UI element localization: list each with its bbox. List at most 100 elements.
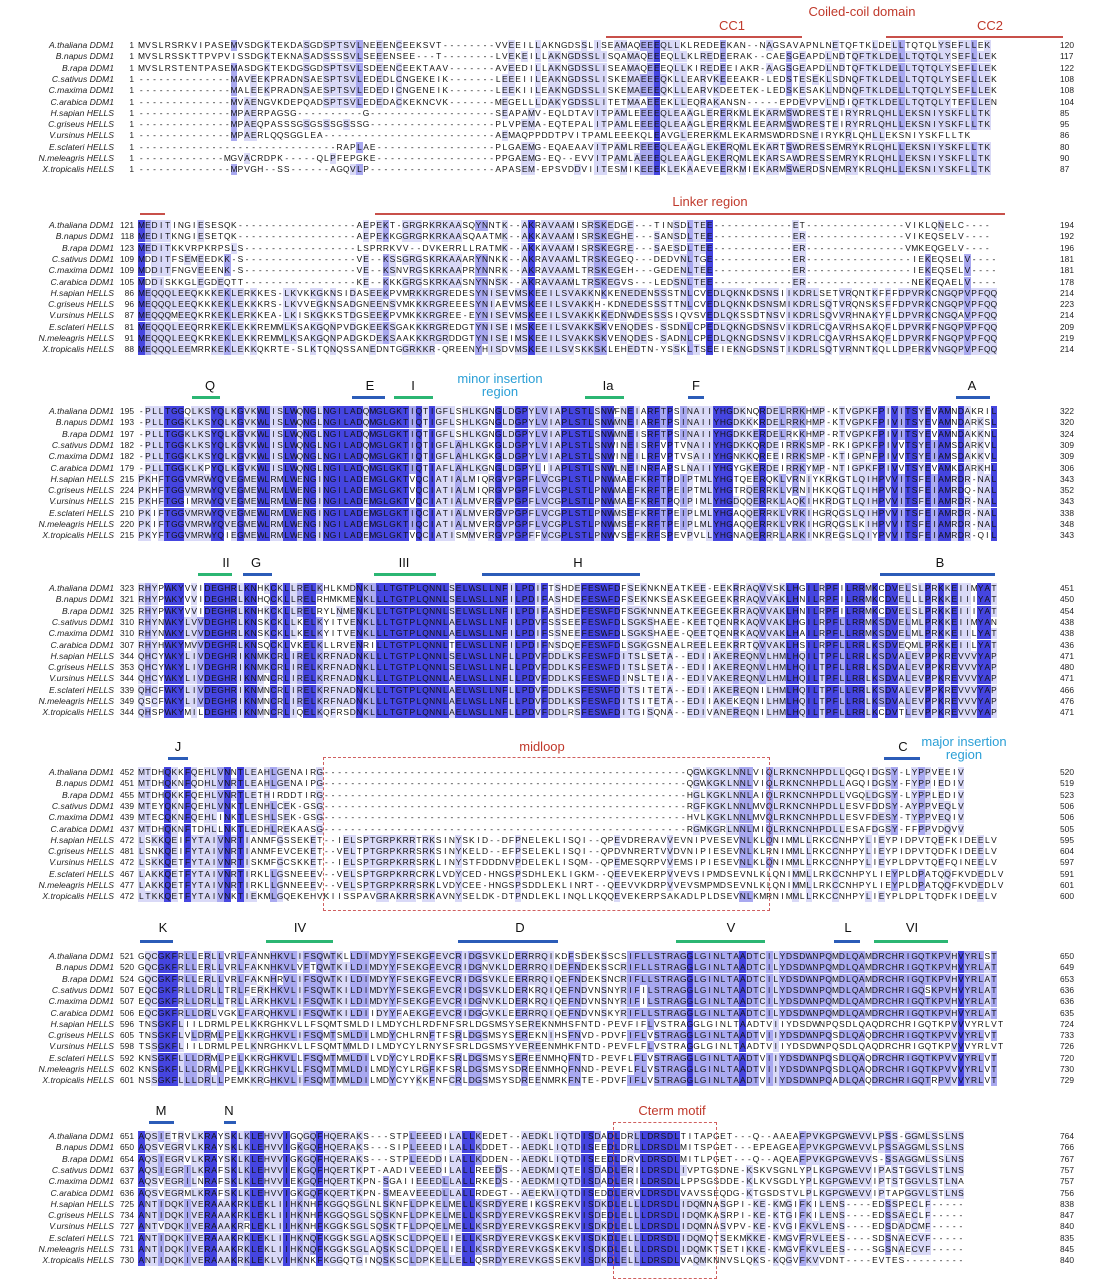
species-label: A.thaliana DDM1: [49, 220, 114, 230]
domain-label: Linker region: [672, 194, 748, 209]
domain-label: Cterm motif: [638, 1103, 706, 1118]
alignment-row: C.griseus HELLS 1 - - - - - - - - - - - - - - M P A E Q P A S S S…: [0, 119, 1096, 131]
end-position: 343: [1060, 496, 1074, 507]
end-position: 838: [1060, 1198, 1074, 1209]
alignment-row: C.sativus DDM1 1 - - - - - - - - - - - - - - M A V E E K P R A D N…: [0, 73, 1096, 85]
start-position: 601: [120, 1075, 134, 1086]
end-position: 108: [1060, 73, 1074, 84]
start-position: 109: [120, 265, 134, 276]
end-position: 80: [1060, 141, 1070, 152]
start-position: 598: [120, 1041, 134, 1052]
end-position: 520: [1060, 767, 1074, 777]
start-position: 727: [120, 1221, 134, 1232]
end-position: 756: [1060, 1187, 1074, 1198]
species-label: N.meleagris HELLS: [38, 519, 114, 529]
start-position: 654: [120, 1153, 134, 1164]
end-position: 343: [1060, 473, 1074, 484]
start-position: 210: [120, 507, 134, 518]
domain-label: V: [726, 920, 736, 935]
species-label: C.sativus DDM1: [51, 616, 114, 627]
species-label: H.sapian HELLS: [50, 473, 114, 484]
end-position: 845: [1060, 1244, 1074, 1254]
end-position: 724: [1060, 1018, 1074, 1029]
species-label: C.maxima DDM1: [48, 996, 114, 1007]
alignment-row: N.meleagris HELLS 602 K N S G K F L L L D R M L P E L K K R G…: [0, 1064, 1096, 1075]
start-position: 224: [120, 485, 134, 496]
alignment-row: B.rapa DDM1 123 M E D I T K K V R P K R P S L S - - - - - - - - - -…: [0, 242, 1096, 254]
alignment-row: A.thaliana DDM1 651 A Q S I E T R V L K R A Y S K L K L E H V V…: [0, 1131, 1096, 1142]
end-position: 730: [1060, 1064, 1074, 1074]
domain-label: G: [250, 555, 262, 570]
end-position: 757: [1060, 1176, 1074, 1187]
start-position: 1: [129, 153, 134, 163]
start-position: 310: [120, 628, 134, 639]
domain-label: J: [174, 739, 182, 754]
end-position: 767: [1060, 1153, 1074, 1164]
species-label: N.meleagris HELLS: [38, 1244, 114, 1254]
alignment-row: X.tropicalis HELLS 215 P K Y F T G G V M R W Y Q I E G M E W…: [0, 530, 1096, 542]
end-position: 480: [1060, 662, 1074, 673]
end-position: 343: [1060, 530, 1074, 541]
alignment-row: B.rapa DDM1 197 - P L L T G G K L K S Y Q L K G V K W L I S L W Q N…: [0, 428, 1096, 440]
domain-label: III: [398, 555, 410, 570]
end-position: 438: [1060, 616, 1074, 627]
alignment-row: N.meleagris HELLS 477 L A K K Q E T F Y T A I V N R T I R K L…: [0, 880, 1096, 891]
start-position: 1: [129, 164, 134, 175]
alignment-row: C.arabica DDM1 1 - - - - - - - - - - - - - - M V A E N G V K D E P…: [0, 96, 1096, 108]
alignment-row: N.meleagris HELLS 349 Q S C F W K Y L I V D E G H R I K N M N…: [0, 696, 1096, 707]
start-position: 195: [120, 406, 134, 416]
end-position: 471: [1060, 673, 1074, 684]
species-label: H.sapian HELLS: [50, 1018, 114, 1029]
end-position: 733: [1060, 1030, 1074, 1041]
alignment-row: H.sapian HELLS 725 A N T I D Q K I V E R A A A K R K L E K L I I…: [0, 1198, 1096, 1210]
end-position: 649: [1060, 962, 1074, 973]
domain-label: Coiled-coil domain: [808, 4, 916, 19]
start-position: 605: [120, 1030, 134, 1041]
species-label: C.arabica DDM1: [50, 276, 114, 287]
species-label: B.rapa DDM1: [61, 242, 114, 253]
start-position: 91: [124, 333, 134, 343]
alignment-row: E.sclateri HELLS 81 M E Q Q Q L E E Q R R K E K L E K K R E M M…: [0, 321, 1096, 333]
species-label: C.arabica DDM1: [50, 462, 114, 473]
species-label: A.thaliana DDM1: [49, 406, 114, 416]
alignment-row: C.griseus HELLS 353 Q H C Y W K Y L I V D E G H R I K N M K C R…: [0, 662, 1096, 674]
domain-label: F: [692, 378, 700, 393]
end-position: 87: [1060, 164, 1070, 175]
domain-label: Ia: [602, 378, 614, 393]
alignment-row: V.ursinus HELLS 215 P K H F T G G I M R W Y Q V E G M E W L R M…: [0, 496, 1096, 508]
start-position: 109: [120, 253, 134, 264]
end-position: 181: [1060, 253, 1074, 264]
alignment-row: X.tropicalis HELLS 344 Q H S P W K Y M I L D E G H R I K N M…: [0, 707, 1096, 719]
alignment-row: A.thaliana DDM1 195 - P L L T G G Q L K S Y Q L K G V K W L I S…: [0, 406, 1096, 417]
alignment-row: C.sativus DDM1 109 M D D I T F S E M E E D K K - S - - - - - - -…: [0, 253, 1096, 265]
start-position: 650: [120, 1142, 134, 1153]
species-label: B.rapa DDM1: [61, 789, 114, 800]
end-position: 352: [1060, 485, 1074, 496]
start-position: 1: [129, 141, 134, 152]
species-label: C.sativus DDM1: [51, 73, 114, 84]
species-label: X.tropicalis HELLS: [42, 891, 114, 902]
end-position: 597: [1060, 857, 1074, 868]
start-position: 179: [120, 462, 134, 473]
domain-label: M: [155, 1103, 167, 1118]
start-position: 321: [120, 594, 134, 605]
alignment-row: C.griseus HELLS 481 L S N K Q E I F Y T A I V N R T I A N M F E…: [0, 846, 1096, 858]
highlight-box: [323, 757, 770, 911]
species-label: C.griseus HELLS: [48, 299, 114, 310]
start-position: 472: [120, 834, 134, 845]
alignment-row: C.sativus DDM1 182 - P L L T G G K L K S Y Q L K G V K W L I S L…: [0, 439, 1096, 451]
domain-bar: [140, 213, 165, 215]
alignment-row: C.griseus HELLS 734 A N T I D Q K I V E R A A A K R K L E K L I…: [0, 1210, 1096, 1222]
